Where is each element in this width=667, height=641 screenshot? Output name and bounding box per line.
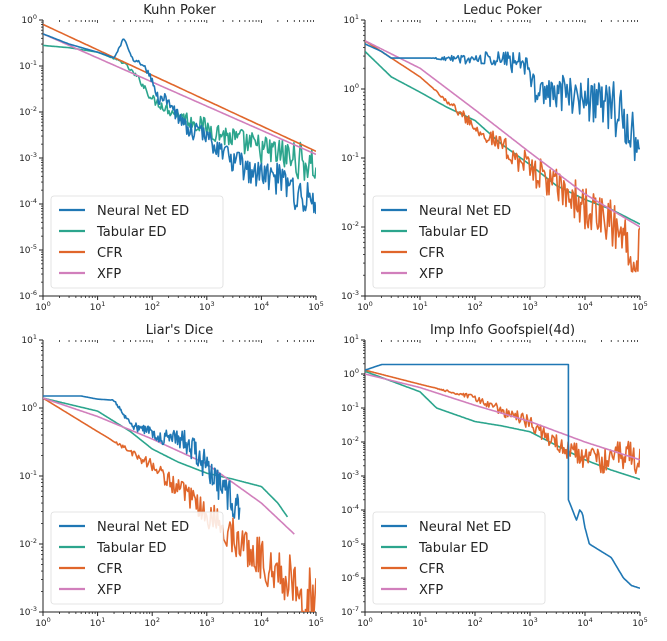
y-tick-label: 10-2 bbox=[341, 220, 359, 233]
y-tick-label: 10-3 bbox=[341, 469, 359, 482]
y-tick-label: 10-1 bbox=[19, 59, 37, 72]
y-tick-label: 10-2 bbox=[19, 537, 37, 550]
series-line-neural bbox=[43, 395, 241, 520]
x-tick-label: 105 bbox=[632, 616, 648, 629]
panel-title: Imp Info Goofspiel(4d) bbox=[430, 323, 575, 338]
x-tick-label: 101 bbox=[412, 300, 428, 313]
x-tick-label: 105 bbox=[308, 300, 324, 313]
legend-label-tabular: Tabular ED bbox=[418, 225, 489, 240]
legend-label-xfp: XFP bbox=[97, 267, 121, 282]
x-tick-label: 103 bbox=[522, 300, 538, 313]
series-line-xfp bbox=[43, 397, 295, 535]
x-tick-label: 103 bbox=[199, 616, 215, 629]
series-line-neural bbox=[365, 363, 640, 589]
y-tick-label: 100 bbox=[21, 401, 37, 414]
y-tick-label: 10-3 bbox=[19, 605, 37, 618]
y-tick-label: 10-4 bbox=[19, 197, 37, 210]
x-tick-label: 100 bbox=[35, 300, 51, 313]
y-tick-label: 10-4 bbox=[341, 503, 359, 516]
x-tick-label: 105 bbox=[632, 300, 648, 313]
series-line-tabular bbox=[365, 370, 640, 481]
y-tick-label: 10-1 bbox=[19, 469, 37, 482]
legend-label-tabular: Tabular ED bbox=[418, 541, 489, 556]
x-tick-label: 102 bbox=[144, 300, 160, 313]
legend-label-neural: Neural Net ED bbox=[419, 520, 511, 535]
legend-label-xfp: XFP bbox=[419, 583, 443, 598]
x-tick-label: 105 bbox=[308, 616, 324, 629]
x-tick-label: 104 bbox=[577, 616, 593, 629]
legend-label-neural: Neural Net ED bbox=[97, 520, 189, 535]
legend-box bbox=[50, 511, 224, 605]
y-tick-label: 10-2 bbox=[341, 435, 359, 448]
legend-box bbox=[50, 195, 224, 289]
series-line-tabular bbox=[43, 44, 316, 181]
y-tick-label: 10-5 bbox=[19, 243, 37, 256]
series-line-tabular bbox=[43, 397, 289, 518]
panel-kuhn: Kuhn Poker 100 101 102 103 104 105 10-6 10-5 10-4… bbox=[19, 3, 324, 313]
x-tick-label: 101 bbox=[90, 616, 106, 629]
legend-label-cfr: CFR bbox=[419, 246, 445, 261]
x-tick-label: 102 bbox=[467, 300, 483, 313]
x-tick-label: 101 bbox=[90, 300, 106, 313]
y-tick-label: 10-3 bbox=[19, 151, 37, 164]
legend-box bbox=[372, 195, 546, 289]
y-tick-label: 101 bbox=[343, 13, 359, 26]
panel-leduc: Leduc Poker 100 101 102 103 104 105 10-3 10-2 10-… bbox=[341, 3, 648, 313]
series-line-xfp bbox=[365, 40, 640, 228]
x-tick-label: 101 bbox=[412, 616, 428, 629]
x-tick-label: 104 bbox=[254, 616, 270, 629]
y-tick-label: 10-5 bbox=[341, 537, 359, 550]
y-tick-label: 101 bbox=[343, 333, 359, 346]
x-tick-label: 100 bbox=[357, 300, 373, 313]
x-tick-label: 102 bbox=[144, 616, 160, 629]
legend-label-tabular: Tabular ED bbox=[96, 541, 167, 556]
y-tick-label: 100 bbox=[21, 13, 37, 26]
panel-title: Kuhn Poker bbox=[143, 3, 216, 18]
y-tick-label: 100 bbox=[343, 82, 359, 95]
legend-label-xfp: XFP bbox=[97, 583, 121, 598]
panel-title: Leduc Poker bbox=[463, 3, 542, 18]
series-line-cfr bbox=[43, 397, 316, 612]
x-tick-label: 102 bbox=[467, 616, 483, 629]
legend-label-tabular: Tabular ED bbox=[96, 225, 167, 240]
series-line-cfr bbox=[365, 369, 640, 475]
x-tick-label: 104 bbox=[254, 300, 270, 313]
x-tick-label: 100 bbox=[357, 616, 373, 629]
legend-label-cfr: CFR bbox=[419, 562, 445, 577]
legend-label-xfp: XFP bbox=[419, 267, 443, 282]
series-line-cfr bbox=[43, 23, 316, 153]
y-tick-label: 10-1 bbox=[341, 401, 359, 414]
x-tick-label: 100 bbox=[35, 616, 51, 629]
y-tick-label: 10-1 bbox=[341, 151, 359, 164]
series-line-neural bbox=[43, 33, 316, 215]
panel-goofspiel: Imp Info Goofspiel(4d) 100 101 102 103 104 105… bbox=[341, 323, 648, 629]
y-tick-label: 10-7 bbox=[341, 605, 359, 618]
legend-label-cfr: CFR bbox=[97, 562, 123, 577]
legend-box bbox=[372, 511, 546, 605]
y-tick-label: 100 bbox=[343, 367, 359, 380]
series-line-neural bbox=[365, 43, 640, 162]
x-tick-label: 103 bbox=[199, 300, 215, 313]
series-line-xfp bbox=[365, 373, 640, 461]
x-tick-label: 103 bbox=[522, 616, 538, 629]
panel-title: Liar's Dice bbox=[146, 323, 213, 338]
y-tick-label: 10-6 bbox=[341, 571, 359, 584]
legend-label-cfr: CFR bbox=[97, 246, 123, 261]
y-tick-label: 10-3 bbox=[341, 289, 359, 302]
y-tick-label: 10-6 bbox=[19, 289, 37, 302]
panel-liars-dice: Liar's Dice 100 101 102 103 104 105 10-3 10-2 10-… bbox=[19, 323, 324, 629]
series-line-xfp bbox=[43, 33, 316, 156]
legend-label-neural: Neural Net ED bbox=[419, 204, 511, 219]
legend-label-neural: Neural Net ED bbox=[97, 204, 189, 219]
x-tick-label: 104 bbox=[577, 300, 593, 313]
y-tick-label: 10-2 bbox=[19, 105, 37, 118]
y-tick-label: 101 bbox=[21, 333, 37, 346]
